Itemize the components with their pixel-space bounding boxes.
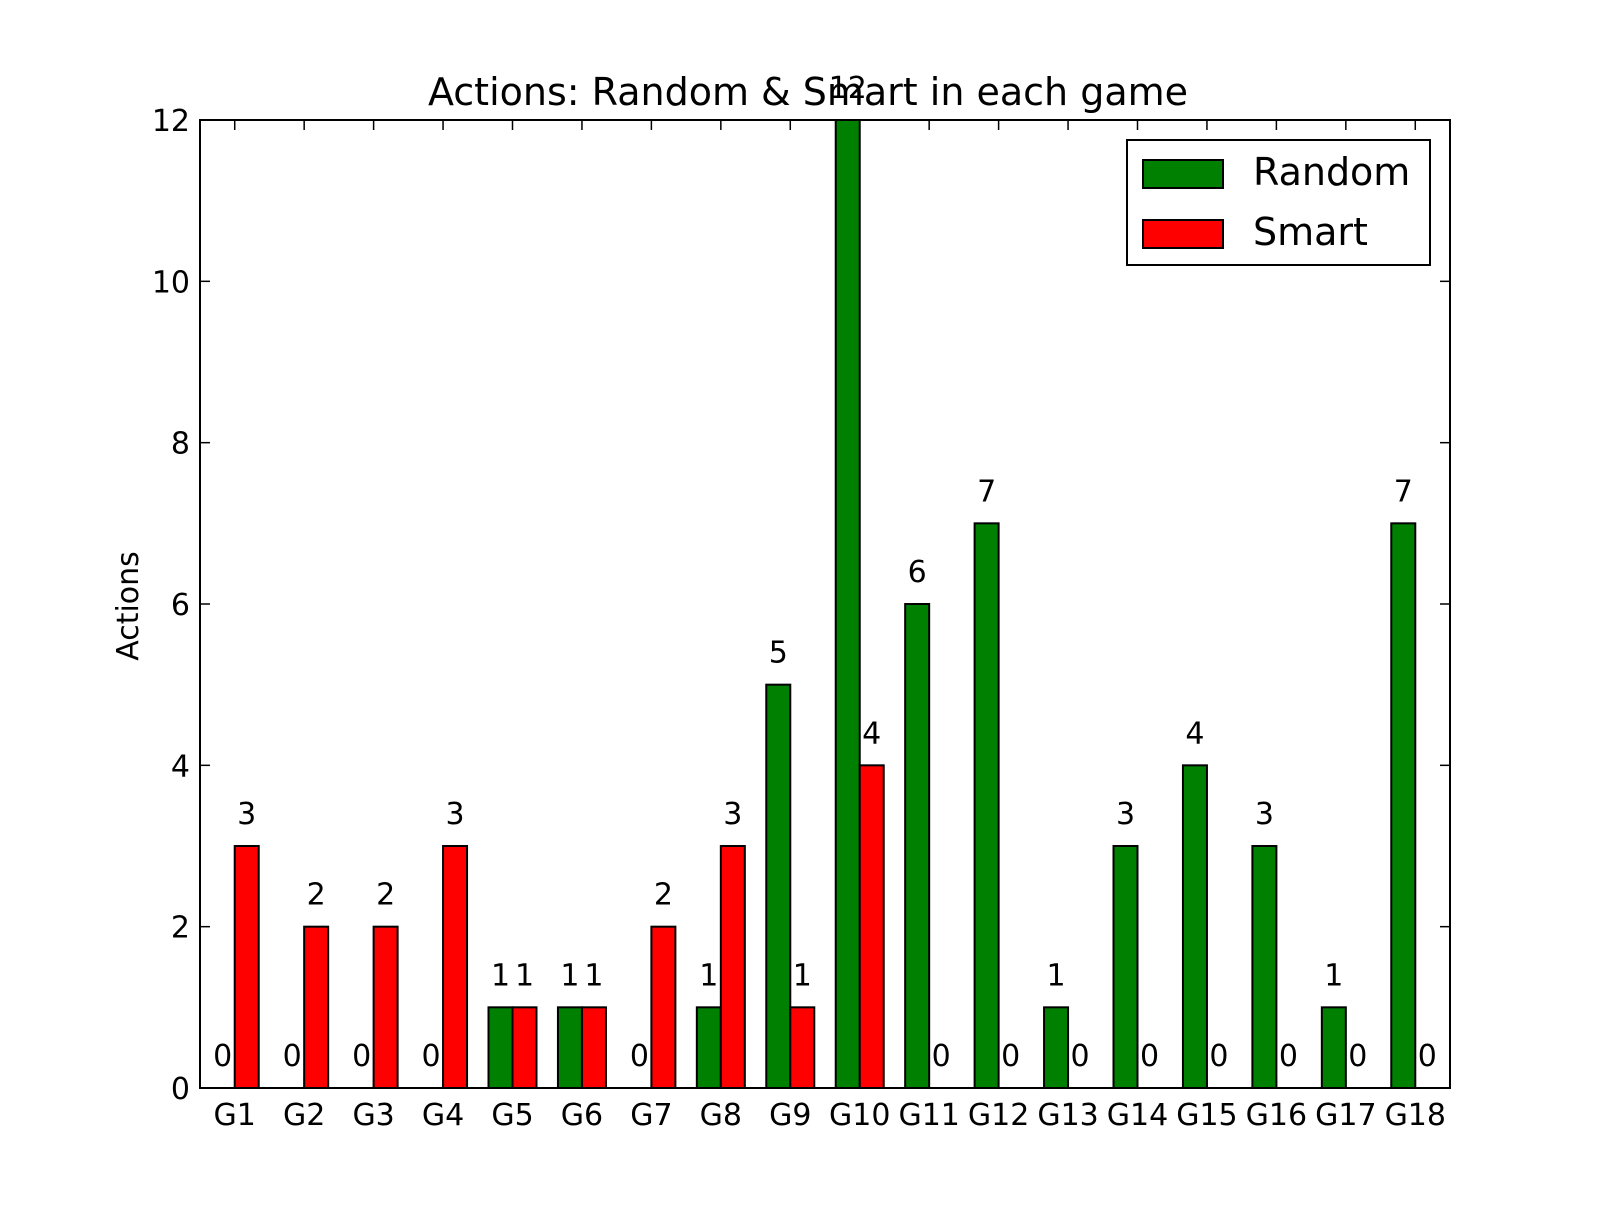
bar-random-g13 <box>1043 1006 1070 1089</box>
x-tick-label-g1: G1 <box>214 1098 256 1133</box>
data-label-random-g8: 1 <box>699 958 718 993</box>
data-label-random-g13: 1 <box>1047 958 1066 993</box>
bar-random-g17 <box>1320 1006 1347 1089</box>
y-tick-label: 12 <box>152 104 190 139</box>
x-tick-label-g5: G5 <box>491 1098 533 1133</box>
data-label-random-g14: 3 <box>1116 797 1135 832</box>
legend-label-smart: Smart <box>1253 210 1368 254</box>
data-label-smart-g16: 0 <box>1279 1039 1298 1074</box>
data-label-smart-g2: 2 <box>307 878 326 913</box>
y-tick-label: 10 <box>152 265 190 300</box>
data-label-random-g4: 0 <box>422 1039 441 1074</box>
x-tick-label-g15: G15 <box>1176 1098 1237 1133</box>
data-label-random-g2: 0 <box>283 1039 302 1074</box>
x-tick-label-g18: G18 <box>1385 1098 1446 1133</box>
y-tick-label: 2 <box>171 911 190 946</box>
data-label-smart-g6: 1 <box>584 958 603 993</box>
bar-random-g8 <box>695 1006 722 1089</box>
data-label-random-g18: 7 <box>1394 474 1413 509</box>
data-label-smart-g9: 1 <box>793 958 812 993</box>
data-label-smart-g7: 2 <box>654 878 673 913</box>
y-tick-label: 6 <box>171 588 190 623</box>
bar-random-g16 <box>1251 845 1278 1089</box>
bar-random-g18 <box>1390 522 1417 1089</box>
data-label-random-g1: 0 <box>213 1039 232 1074</box>
bar-random-g15 <box>1181 764 1208 1089</box>
x-tick-label-g16: G16 <box>1246 1098 1307 1133</box>
y-tick-label: 0 <box>171 1072 190 1107</box>
data-label-random-g3: 0 <box>352 1039 371 1074</box>
bar-random-g5 <box>487 1006 514 1089</box>
bar-random-g10 <box>834 119 861 1089</box>
chart-title: Actions: Random & Smart in each game <box>428 70 1188 114</box>
data-label-smart-g17: 0 <box>1348 1039 1367 1074</box>
bar-smart-g2 <box>303 925 330 1090</box>
data-label-random-g5: 1 <box>491 958 510 993</box>
data-label-random-g16: 3 <box>1255 797 1274 832</box>
y-tick-label: 4 <box>171 749 190 784</box>
bar-smart-g5 <box>511 1006 538 1089</box>
data-label-smart-g4: 3 <box>446 797 465 832</box>
data-label-smart-g1: 3 <box>237 797 256 832</box>
legend: Random Smart <box>1126 139 1431 266</box>
bar-smart-g8 <box>719 845 746 1089</box>
data-label-smart-g11: 0 <box>932 1039 951 1074</box>
bar-smart-g6 <box>580 1006 607 1089</box>
bar-smart-g1 <box>233 845 260 1089</box>
x-tick-label-g14: G14 <box>1107 1098 1168 1133</box>
data-label-random-g12: 7 <box>977 474 996 509</box>
x-tick-label-g10: G10 <box>829 1098 890 1133</box>
data-label-random-g6: 1 <box>560 958 579 993</box>
x-tick-label-g4: G4 <box>422 1098 464 1133</box>
legend-swatch-smart <box>1142 219 1224 249</box>
data-label-smart-g18: 0 <box>1418 1039 1437 1074</box>
data-label-random-g11: 6 <box>908 555 927 590</box>
data-label-random-g10: 12 <box>829 71 867 106</box>
x-tick-label-g12: G12 <box>968 1098 1029 1133</box>
bar-random-g11 <box>904 603 931 1089</box>
x-tick-label-g9: G9 <box>769 1098 811 1133</box>
x-tick-label-g6: G6 <box>561 1098 603 1133</box>
bar-random-g6 <box>556 1006 583 1089</box>
x-tick-label-g8: G8 <box>700 1098 742 1133</box>
data-label-random-g7: 0 <box>630 1039 649 1074</box>
bar-smart-g4 <box>442 845 469 1089</box>
data-label-smart-g3: 2 <box>376 878 395 913</box>
data-label-smart-g10: 4 <box>862 716 881 751</box>
bar-smart-g3 <box>372 925 399 1090</box>
data-label-smart-g5: 1 <box>515 958 534 993</box>
bar-smart-g10 <box>858 764 885 1089</box>
legend-label-random: Random <box>1253 150 1410 194</box>
data-label-random-g17: 1 <box>1324 958 1343 993</box>
x-tick-label-g11: G11 <box>898 1098 959 1133</box>
data-label-random-g15: 4 <box>1185 716 1204 751</box>
data-label-smart-g15: 0 <box>1209 1039 1228 1074</box>
x-tick-label-g17: G17 <box>1315 1098 1376 1133</box>
y-axis-label: Actions <box>111 551 146 661</box>
x-tick-label-g3: G3 <box>352 1098 394 1133</box>
bar-smart-g9 <box>789 1006 816 1089</box>
x-tick-label-g7: G7 <box>630 1098 672 1133</box>
bar-random-g12 <box>973 522 1000 1089</box>
bar-random-g9 <box>765 683 792 1090</box>
bar-smart-g7 <box>650 925 677 1090</box>
bar-random-g14 <box>1112 845 1139 1089</box>
data-label-random-g9: 5 <box>769 636 788 671</box>
data-label-smart-g14: 0 <box>1140 1039 1159 1074</box>
data-label-smart-g12: 0 <box>1001 1039 1020 1074</box>
bars-layer <box>233 119 1417 1090</box>
x-tick-label-g13: G13 <box>1037 1098 1098 1133</box>
legend-swatch-random <box>1142 159 1224 189</box>
data-label-smart-g13: 0 <box>1071 1039 1090 1074</box>
x-tick-label-g2: G2 <box>283 1098 325 1133</box>
y-tick-label: 8 <box>171 427 190 462</box>
data-label-smart-g8: 3 <box>723 797 742 832</box>
